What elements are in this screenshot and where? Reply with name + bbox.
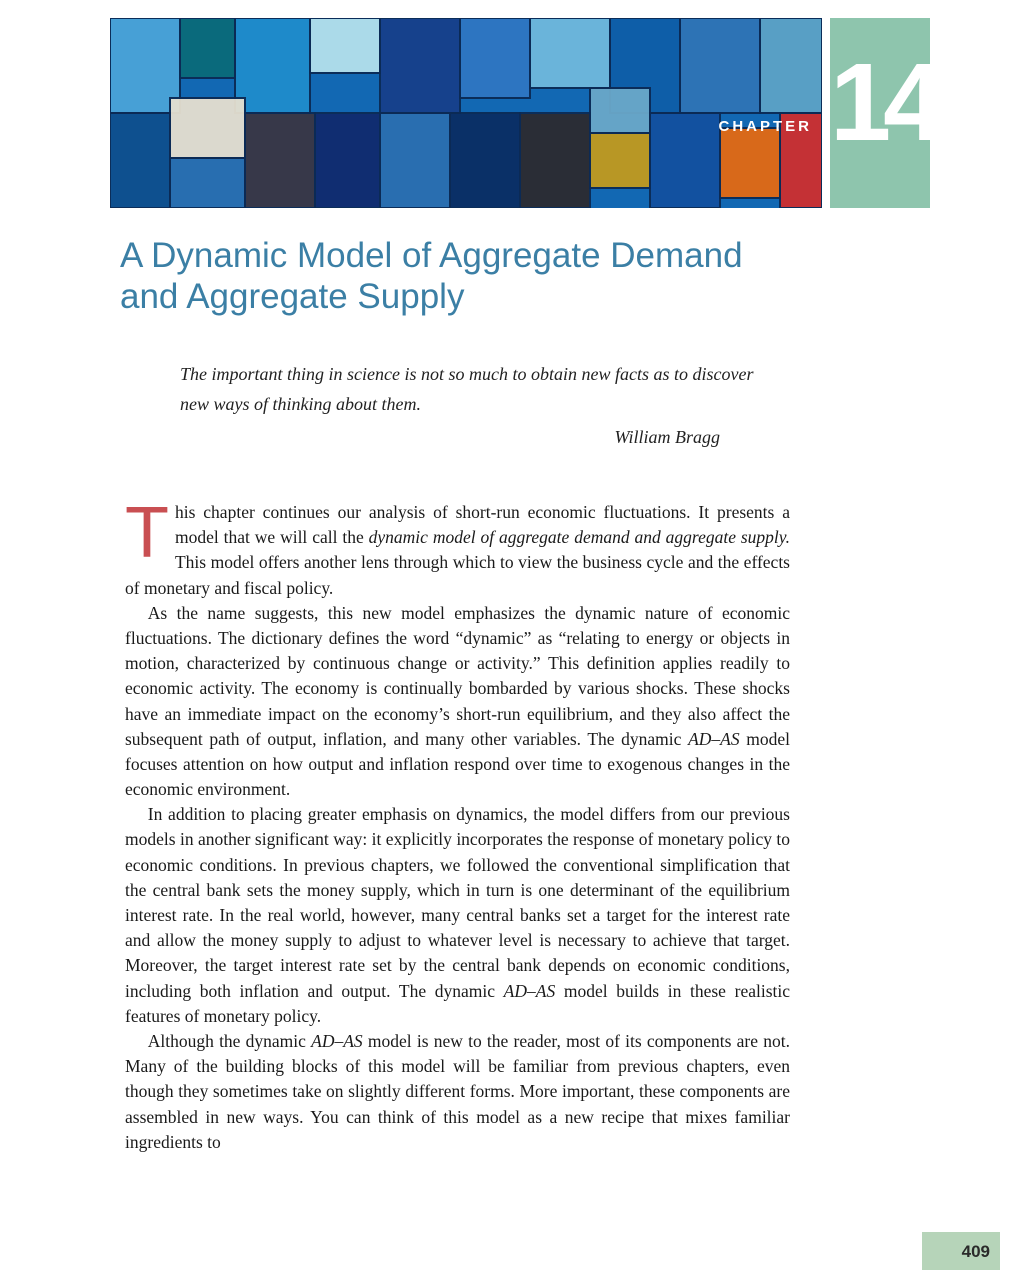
- chapter-number-tab: 14: [830, 18, 930, 208]
- page-number: 409: [962, 1242, 990, 1262]
- chapter-label: CHAPTER: [718, 118, 812, 135]
- chapter-header: CHAPTER 14: [110, 18, 930, 208]
- epigraph-author: William Bragg: [180, 423, 780, 453]
- chapter-number: 14: [830, 53, 930, 152]
- epigraph: The important thing in science is not so…: [180, 360, 780, 453]
- chapter-title: A Dynamic Model of Aggregate Demand and …: [120, 235, 760, 318]
- epigraph-text: The important thing in science is not so…: [180, 360, 780, 419]
- dropcap: T: [125, 500, 175, 563]
- body-text: This chapter continues our analysis of s…: [125, 500, 790, 1155]
- para-3: In addition to placing greater emphasis …: [125, 802, 790, 1029]
- para-1: This chapter continues our analysis of s…: [125, 500, 790, 601]
- para-2: As the name suggests, this new model emp…: [125, 601, 790, 803]
- para-4: Although the dynamic AD–AS model is new …: [125, 1029, 790, 1155]
- chapter-artwork: [110, 18, 822, 208]
